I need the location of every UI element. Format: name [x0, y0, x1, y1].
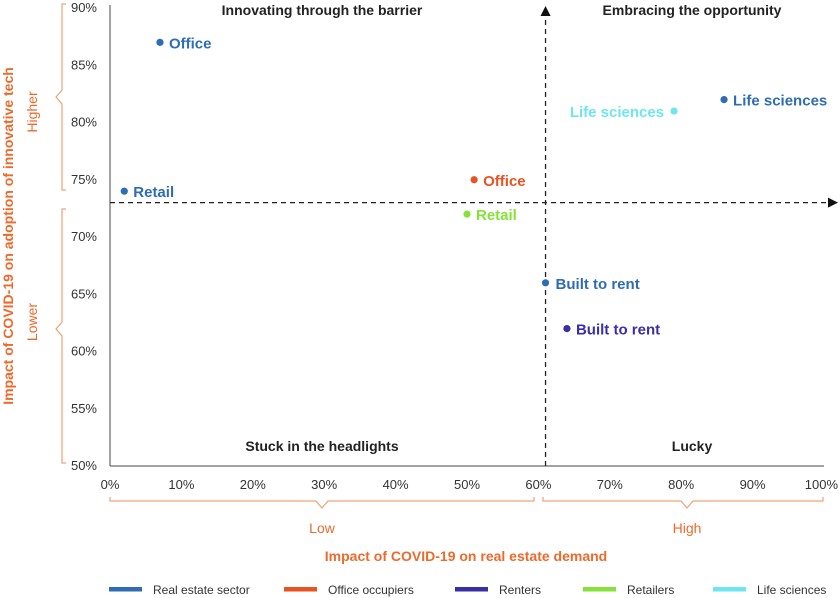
x-tick-label: 40% [383, 477, 409, 492]
y-tick-label: 55% [71, 401, 97, 416]
y-brace-higher [55, 3, 66, 191]
data-point-label: Office [169, 35, 212, 52]
x-band-low: Low [309, 520, 336, 536]
y-tick-label: 65% [71, 286, 97, 301]
data-point [156, 38, 164, 46]
x-tick-label: 70% [597, 477, 623, 492]
data-point [470, 176, 478, 184]
quadrant-top-right-label: Embracing the opportunity [603, 2, 782, 18]
x-tick-label: 80% [668, 477, 694, 492]
legend-label: Life sciences [757, 583, 826, 597]
x-brace-low [109, 497, 535, 509]
y-axis-title: Impact of COVID-19 on adoption of innova… [0, 67, 16, 405]
x-tick-label: 100% [805, 477, 839, 492]
legend: Real estate sector Office occupiers Renter… [109, 583, 826, 597]
y-tick-label: 85% [71, 57, 97, 72]
quadrant-top-left-label: Innovating through the barrier [222, 2, 423, 18]
x-tick-label: 50% [454, 477, 480, 492]
data-point-label: Office [483, 173, 526, 190]
y-brace-lower [55, 208, 66, 464]
x-tick-label: 60% [525, 477, 551, 492]
data-point [541, 279, 550, 287]
y-tick-label: 70% [71, 229, 97, 244]
data-point-label: Retail [476, 207, 517, 224]
y-band-higher: Higher [24, 91, 40, 133]
data-point-label: Life sciences [733, 93, 827, 110]
legend-swatch [455, 587, 488, 592]
legend-swatch [583, 587, 616, 592]
data-point [670, 107, 678, 115]
y-tick-label: 75% [71, 172, 97, 187]
data-point [563, 325, 571, 333]
x-tick-label: 0% [101, 477, 120, 492]
legend-label: Real estate sector [153, 583, 250, 597]
legend-swatch [109, 587, 142, 592]
y-band-lower: Lower [24, 303, 40, 341]
x-brace-high [542, 497, 824, 509]
legend-swatch [713, 587, 746, 592]
x-tick-labels: 0% 10% 20% 30% 40% 50% 60% 70% 80% 90% 100% [101, 477, 839, 492]
x-tick-label: 30% [311, 477, 337, 492]
data-points: Office Retail Life sciences Built to rent Of… [120, 35, 827, 339]
data-point-label: Built to rent [556, 276, 640, 293]
x-tick-label: 20% [240, 477, 266, 492]
data-point-label: Life sciences [570, 104, 664, 121]
data-point [463, 210, 471, 218]
y-tick-label: 80% [71, 115, 97, 130]
data-point [720, 96, 728, 104]
quadrant-bottom-right-label: Lucky [672, 438, 713, 454]
y-tick-labels: 50% 55% 60% 65% 70% 75% 80% 85% 90% [71, 0, 97, 473]
data-point [120, 187, 128, 195]
x-tick-label: 10% [168, 477, 194, 492]
y-tick-label: 50% [71, 458, 97, 473]
data-point-label: Retail [133, 184, 174, 201]
legend-label: Retailers [627, 583, 674, 597]
legend-label: Office occupiers [328, 583, 414, 597]
legend-swatch [284, 587, 317, 592]
quadrant-bottom-left-label: Stuck in the headlights [245, 438, 398, 454]
x-band-high: High [673, 520, 702, 536]
x-axis-title: Impact of COVID-19 on real estate demand [325, 548, 607, 564]
y-tick-label: 60% [71, 344, 97, 359]
y-tick-label: 90% [71, 0, 97, 15]
data-point-label: Built to rent [576, 322, 660, 339]
x-tick-label: 90% [740, 477, 766, 492]
legend-label: Renters [499, 583, 541, 597]
